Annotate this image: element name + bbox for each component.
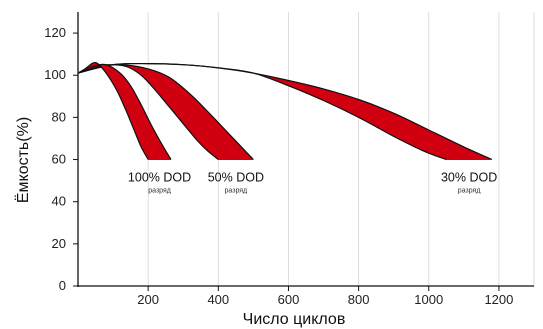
y-tick-label-120: 120 <box>44 25 66 40</box>
band-fill-50-dod <box>78 64 254 160</box>
y-tick-label-80: 80 <box>52 109 66 124</box>
y-tick-label-60: 60 <box>52 152 66 167</box>
x-tick-label-1200: 1200 <box>484 292 513 307</box>
tick-labels: 0 20 40 60 80 100 120 200 400 600 800 1000 1200 <box>44 25 513 307</box>
band-fill-100-dod <box>78 62 171 160</box>
band-lower-line-30-dod <box>77 62 447 161</box>
y-tick-label-100: 100 <box>44 67 66 82</box>
y-tick-label-40: 40 <box>52 194 66 209</box>
band-lower-line-100-dod <box>77 61 149 160</box>
band-label-30-dod: 30% DOD <box>441 171 497 185</box>
x-tick-label-200: 200 <box>137 292 159 307</box>
x-tick-label-1000: 1000 <box>414 292 443 307</box>
y-tick-label-20: 20 <box>52 236 66 251</box>
band-labels: 30% DOD разряд 50% DOD разряд 100% DOD разряд <box>128 171 497 195</box>
bands <box>77 61 493 161</box>
band-sublabel-100-dod: разряд <box>148 188 171 195</box>
band-label-100-dod: 100% DOD <box>128 171 191 185</box>
band-sublabel-30-dod: разряд <box>458 188 481 195</box>
x-tick-label-400: 400 <box>207 292 229 307</box>
y-axis-title: Ёмкость(%) <box>14 117 32 203</box>
x-tick-label-600: 600 <box>278 292 300 307</box>
x-axis-title: Число циклов <box>243 311 346 328</box>
band-sublabel-50-dod: разряд <box>225 188 248 195</box>
axes <box>73 12 534 291</box>
y-tick-label-0: 0 <box>59 278 66 293</box>
band-label-50-dod: 50% DOD <box>208 171 264 185</box>
band-upper-line-100-dod <box>77 63 172 160</box>
band-fill-30-dod <box>78 63 492 160</box>
x-tick-label-800: 800 <box>348 292 370 307</box>
